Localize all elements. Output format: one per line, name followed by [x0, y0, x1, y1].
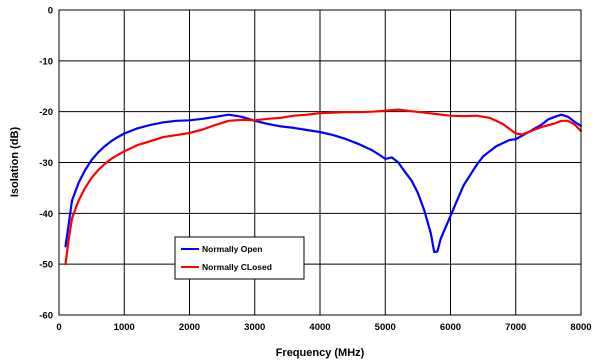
y-tick-label: 0	[48, 6, 53, 17]
x-tick-label: 4000	[309, 322, 330, 333]
legend-label-normally-closed: Normally CLosed	[202, 262, 272, 272]
series-lines	[64, 108, 583, 266]
series-line-0	[64, 113, 583, 254]
legend: Normally Open Normally CLosed	[174, 236, 305, 280]
y-tick-label: -10	[39, 56, 53, 67]
x-tick-label: 5000	[375, 322, 396, 333]
y-tick-labels: 0 -10 -20 -30 -40 -50 -60	[39, 6, 53, 322]
y-tick-label: -40	[39, 209, 53, 220]
y-axis-label: Isolation (dB)	[9, 127, 21, 198]
x-tick-label: 3000	[244, 322, 265, 333]
x-axis-label: Frequency (MHz)	[276, 347, 365, 359]
x-tick-labels: 0 1000 2000 3000 4000 5000 6000 7000 8000	[56, 322, 591, 333]
x-tick-label: 0	[56, 322, 61, 333]
x-tick-label: 7000	[505, 322, 526, 333]
legend-box	[174, 236, 305, 280]
series-line-1	[64, 108, 583, 266]
x-tick-label: 6000	[440, 322, 461, 333]
y-tick-label: -30	[39, 158, 53, 169]
plot-border	[58, 9, 582, 316]
x-tick-label: 1000	[114, 322, 135, 333]
x-tick-label: 8000	[570, 322, 591, 333]
legend-label-normally-open: Normally Open	[202, 244, 262, 254]
y-tick-label: -60	[39, 311, 53, 322]
x-tick-label: 2000	[179, 322, 200, 333]
y-tick-label: -50	[39, 260, 53, 271]
y-tick-label: -20	[39, 107, 53, 118]
